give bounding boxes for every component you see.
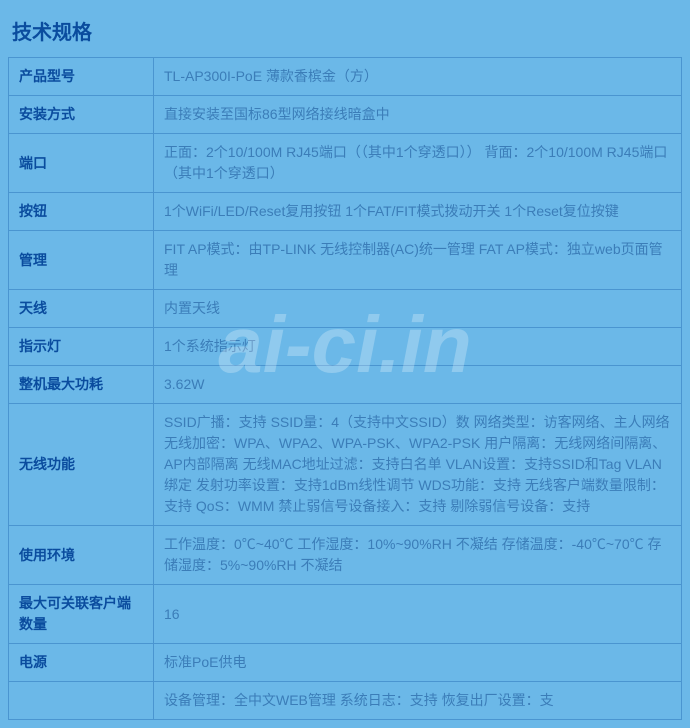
spec-value: FIT AP模式：由TP-LINK 无线控制器(AC)统一管理 FAT AP模式… xyxy=(154,231,682,290)
table-row: 指示灯 1个系统指示灯 xyxy=(9,328,682,366)
table-row: 天线 内置天线 xyxy=(9,290,682,328)
spec-label: 使用环境 xyxy=(9,526,154,585)
spec-value: 1个WiFi/LED/Reset复用按钮 1个FAT/FIT模式拨动开关 1个R… xyxy=(154,193,682,231)
table-row: 设备管理：全中文WEB管理 系统日志：支持 恢复出厂设置：支 xyxy=(9,682,682,720)
spec-container: 技术规格 产品型号 TL-AP300I-PoE 薄款香槟金（方） 安装方式 直接… xyxy=(0,0,690,728)
table-row: 无线功能 SSID广播：支持 SSID量：4（支持中文SSID）数 网络类型：访… xyxy=(9,404,682,526)
spec-value: 正面：2个10/100M RJ45端口（（其中1个穿透口）） 背面：2个10/1… xyxy=(154,134,682,193)
table-row: 端口 正面：2个10/100M RJ45端口（（其中1个穿透口）） 背面：2个1… xyxy=(9,134,682,193)
spec-value: 16 xyxy=(154,585,682,644)
table-row: 产品型号 TL-AP300I-PoE 薄款香槟金（方） xyxy=(9,58,682,96)
spec-label: 最大可关联客户端数量 xyxy=(9,585,154,644)
spec-label: 天线 xyxy=(9,290,154,328)
spec-value: 3.62W xyxy=(154,366,682,404)
spec-table: 产品型号 TL-AP300I-PoE 薄款香槟金（方） 安装方式 直接安装至国标… xyxy=(8,57,682,720)
spec-value: 工作温度：0℃~40℃ 工作湿度：10%~90%RH 不凝结 存储温度：-40℃… xyxy=(154,526,682,585)
spec-value: 内置天线 xyxy=(154,290,682,328)
spec-value: 1个系统指示灯 xyxy=(154,328,682,366)
spec-label: 无线功能 xyxy=(9,404,154,526)
spec-value: 设备管理：全中文WEB管理 系统日志：支持 恢复出厂设置：支 xyxy=(154,682,682,720)
table-row: 按钮 1个WiFi/LED/Reset复用按钮 1个FAT/FIT模式拨动开关 … xyxy=(9,193,682,231)
spec-label: 产品型号 xyxy=(9,58,154,96)
page-title: 技术规格 xyxy=(8,8,682,57)
spec-value: SSID广播：支持 SSID量：4（支持中文SSID）数 网络类型：访客网络、主… xyxy=(154,404,682,526)
table-row: 最大可关联客户端数量 16 xyxy=(9,585,682,644)
spec-value: 标准PoE供电 xyxy=(154,644,682,682)
spec-table-body: 产品型号 TL-AP300I-PoE 薄款香槟金（方） 安装方式 直接安装至国标… xyxy=(9,58,682,720)
spec-value: 直接安装至国标86型网络接线暗盒中 xyxy=(154,96,682,134)
spec-label: 按钮 xyxy=(9,193,154,231)
spec-label: 指示灯 xyxy=(9,328,154,366)
spec-label: 管理 xyxy=(9,231,154,290)
spec-label: 端口 xyxy=(9,134,154,193)
table-row: 电源 标准PoE供电 xyxy=(9,644,682,682)
spec-label: 安装方式 xyxy=(9,96,154,134)
table-row: 使用环境 工作温度：0℃~40℃ 工作湿度：10%~90%RH 不凝结 存储温度… xyxy=(9,526,682,585)
table-row: 管理 FIT AP模式：由TP-LINK 无线控制器(AC)统一管理 FAT A… xyxy=(9,231,682,290)
table-row: 整机最大功耗 3.62W xyxy=(9,366,682,404)
spec-label: 电源 xyxy=(9,644,154,682)
spec-label: 整机最大功耗 xyxy=(9,366,154,404)
table-row: 安装方式 直接安装至国标86型网络接线暗盒中 xyxy=(9,96,682,134)
spec-value: TL-AP300I-PoE 薄款香槟金（方） xyxy=(154,58,682,96)
spec-label xyxy=(9,682,154,720)
